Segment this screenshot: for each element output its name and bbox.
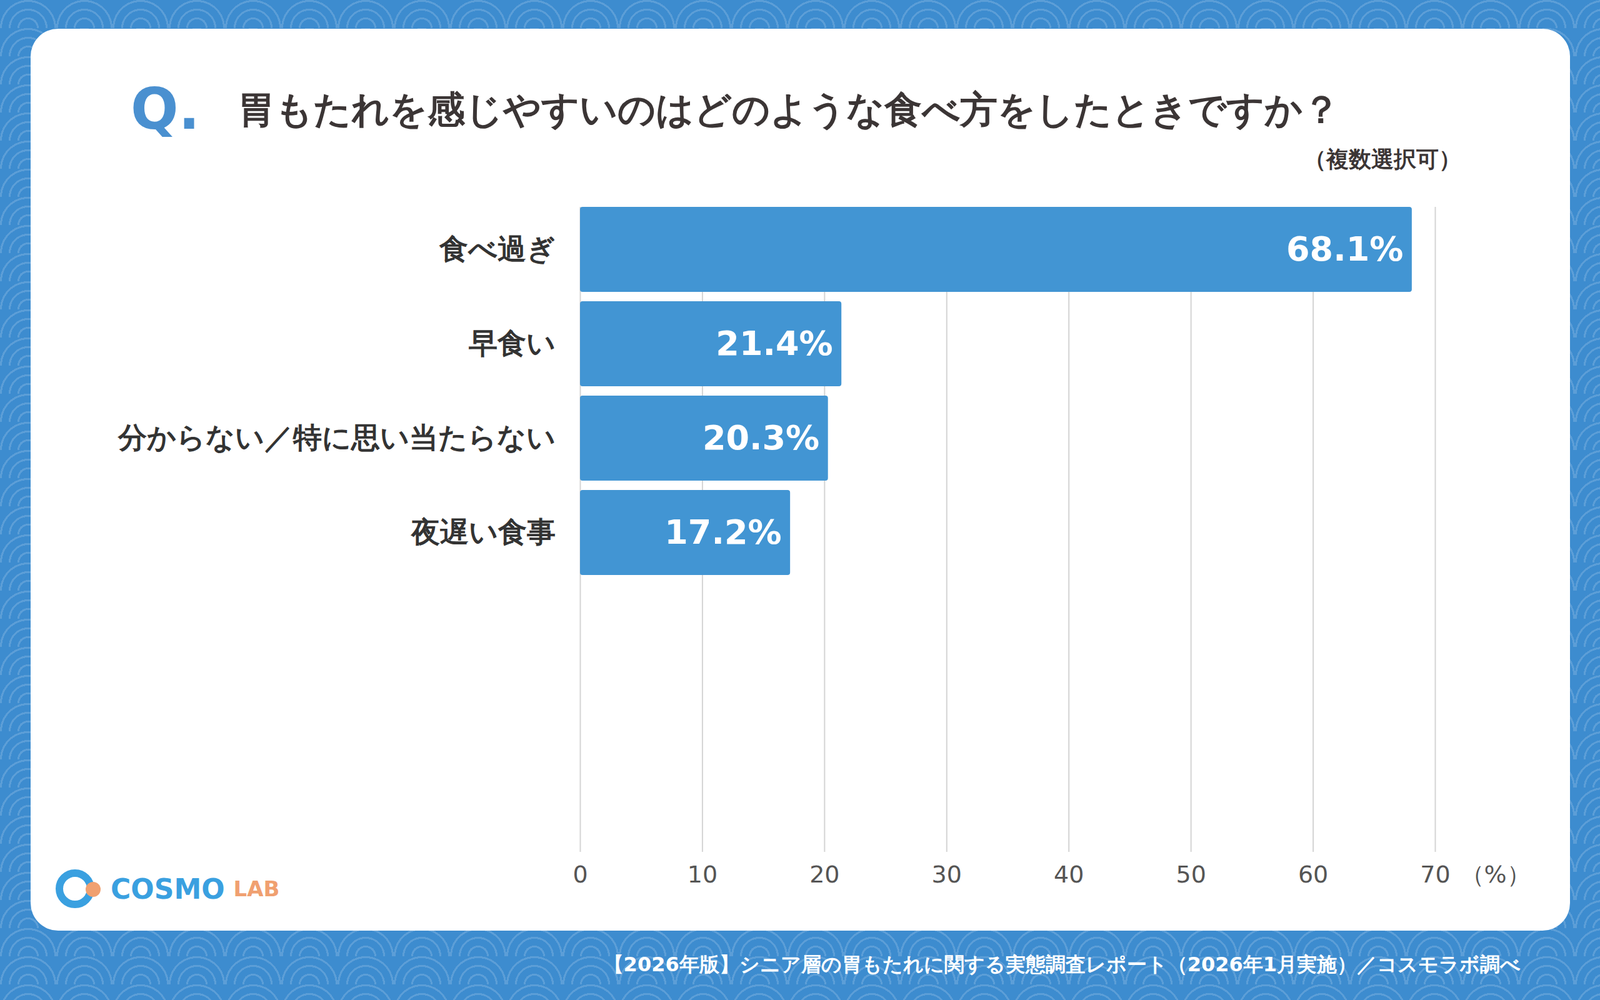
svg-text:早食い: 早食い	[468, 326, 556, 360]
html-text:（複数選択可）: （複数選択可）	[1303, 146, 1462, 172]
svg-text:20.3%: 20.3%	[702, 418, 820, 458]
svg-text:0: 0	[572, 860, 588, 889]
svg-text:50: 50	[1175, 860, 1206, 889]
svg-text:21.4%: 21.4%	[715, 323, 833, 364]
svg-text:30: 30	[931, 860, 962, 889]
html-text:Q.: Q.	[130, 76, 200, 142]
svg-text:夜遅い食事: 夜遅い食事	[410, 515, 556, 549]
svg-text:68.1%: 68.1%	[1286, 229, 1404, 269]
svg-text:分からない／特に思い当たらない: 分からない／特に思い当たらない	[117, 420, 556, 455]
svg-text:70: 70	[1420, 860, 1450, 889]
svg-text:（%）: （%）	[1460, 860, 1531, 889]
html-text:COSMO LAB: COSMO LAB	[110, 872, 280, 905]
svg-text:20: 20	[809, 860, 840, 889]
html-text:【2026年版】シニア層の胃もたれに関する実態調査レポート（: 【2026年版】シニア層の胃もたれに関する実態調査レポート（2026年1月実施）…	[603, 952, 1521, 977]
html-text:胃もたれを感じやすいのはどのような食べ方をしたときですか？: 胃もたれを感じやすいのはどのような食べ方をしたときですか？	[237, 87, 1340, 132]
svg-text:17.2%: 17.2%	[664, 512, 782, 552]
svg-text:10: 10	[687, 860, 718, 889]
svg-text:食べ過ぎ: 食べ過ぎ	[438, 231, 556, 266]
svg-text:40: 40	[1053, 860, 1084, 889]
svg-text:60: 60	[1298, 860, 1329, 889]
